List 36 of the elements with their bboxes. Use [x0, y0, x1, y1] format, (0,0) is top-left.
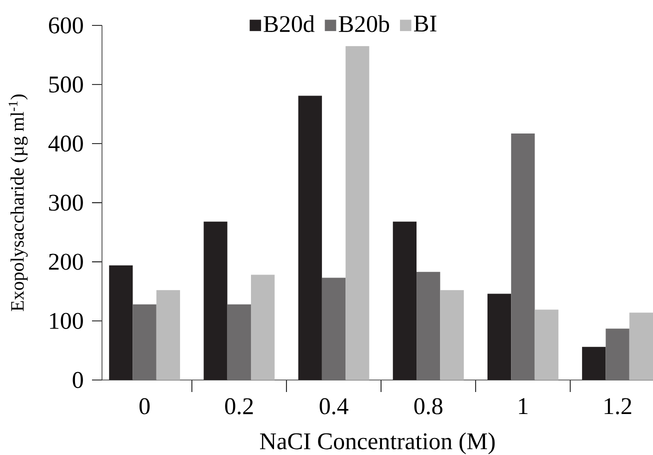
bar — [322, 278, 346, 380]
y-tick-label: 400 — [48, 136, 83, 152]
bar — [392, 222, 417, 380]
x-tick-label: 0.2 — [225, 398, 253, 414]
x-tick-label: 0 — [139, 398, 150, 414]
legend-label: B20d — [264, 15, 315, 32]
bar — [582, 346, 606, 380]
bar — [227, 304, 251, 380]
bar — [511, 134, 535, 380]
bar — [250, 274, 275, 380]
x-tick-label: 1.2 — [604, 398, 632, 414]
y-tick-label: 200 — [49, 254, 83, 270]
bar — [440, 290, 464, 380]
bar — [156, 290, 180, 380]
y-tick-label: 100 — [50, 312, 83, 329]
legend-label: BI — [414, 16, 436, 32]
y-tick-label: 500 — [49, 76, 83, 93]
y-tick-label: 600 — [48, 17, 83, 34]
x-tick-label: 0.4 — [320, 398, 348, 414]
bar — [606, 328, 630, 380]
bar — [346, 46, 370, 380]
bar — [204, 222, 228, 380]
legend-label: B20b — [338, 15, 390, 32]
y-tick-label: 300 — [49, 194, 83, 211]
x-tick-label: 1 — [519, 398, 528, 414]
bar — [132, 304, 156, 380]
bar — [416, 272, 440, 380]
bar — [629, 312, 653, 380]
bar — [109, 265, 133, 380]
y-axis-title: Exopolysaccharide (µg ml$^{-1}$) — [8, 94, 28, 312]
bar — [534, 310, 558, 380]
bar — [298, 96, 322, 380]
x-axis-title: NaCI Concentration (M) — [260, 432, 495, 454]
bar — [487, 294, 512, 380]
y-tick-label: 0 — [72, 372, 83, 388]
x-tick-label: 0.8 — [414, 398, 442, 414]
